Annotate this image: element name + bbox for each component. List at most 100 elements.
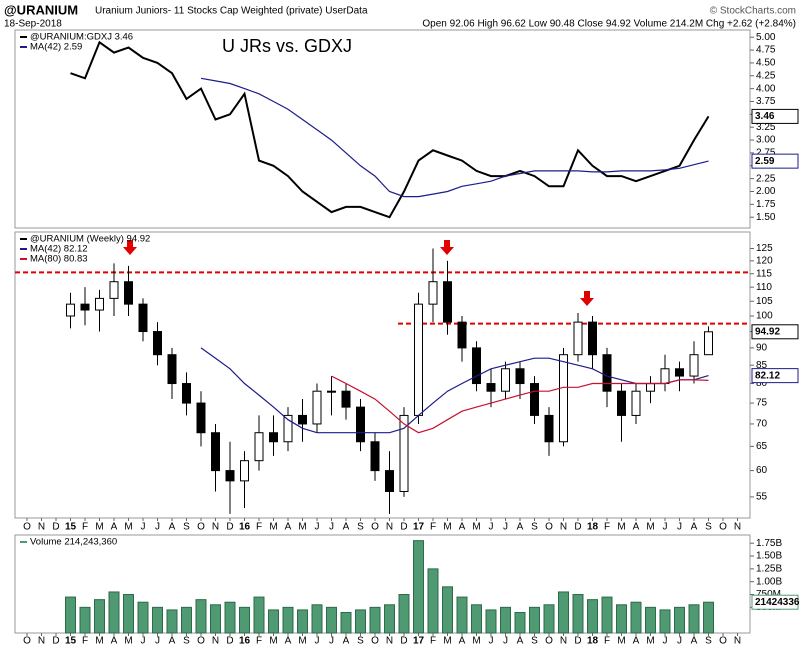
volume-bar (572, 594, 584, 634)
candle-body (414, 303, 423, 416)
x-tick-label: J (677, 522, 682, 533)
x-tick-label: J (315, 522, 320, 533)
candle-body (356, 406, 365, 443)
last-value-box (751, 324, 799, 340)
x-tick-label: N (560, 522, 567, 533)
x-tick-label: N (212, 522, 219, 533)
x-tick-label: M (124, 636, 132, 647)
last-value-box (751, 108, 799, 124)
panel-frame (14, 534, 751, 634)
x-tick-label: J (663, 522, 668, 533)
x-tick-label: J (329, 522, 334, 533)
candle-body (182, 383, 191, 404)
volume-bar (427, 568, 439, 634)
volume-bar (224, 601, 236, 634)
x-tick-label: A (459, 522, 466, 533)
x-tick-label: O (371, 636, 379, 647)
x-tick-label: A (111, 636, 118, 647)
legend-label: Volume 214,243,360 (30, 537, 117, 548)
volume-bar (94, 599, 105, 634)
last-value-label: 3.46 (755, 111, 775, 122)
x-tick-label: N (38, 636, 45, 647)
y-tick-label: 4.50 (756, 58, 776, 69)
x-tick-label: N (386, 636, 393, 647)
y-tick-label: 125 (756, 243, 773, 254)
x-tick-label: A (343, 522, 350, 533)
candle-body (254, 432, 264, 462)
volume-bar (485, 609, 497, 634)
x-tick-label: A (691, 636, 698, 647)
x-tick-label: 17 (413, 636, 425, 647)
x-tick-label: A (285, 522, 292, 533)
x-tick-label: O (197, 636, 205, 647)
x-tick-label: J (503, 636, 508, 647)
x-tick-label: 15 (65, 636, 77, 647)
x-tick-label: F (256, 522, 262, 533)
volume-bar (601, 596, 613, 634)
candle-body (704, 331, 713, 356)
series-line (200, 347, 709, 434)
quote: Open 92.06 High 96.62 Low 90.48 Close 94… (422, 19, 796, 30)
series-line (331, 375, 709, 434)
y-tick-label: 75 (756, 398, 768, 409)
x-tick-label: O (23, 522, 31, 533)
legend-label: MA(80) 80.83 (30, 254, 88, 265)
x-tick-label: S (183, 636, 190, 647)
candle-body (80, 303, 90, 311)
date: 18-Sep-2018 (4, 19, 62, 30)
candle-body (530, 383, 539, 416)
x-tick-label: J (315, 636, 320, 647)
last-value-box (751, 594, 799, 610)
x-tick-label: O (197, 522, 205, 533)
last-value-label: 82.12 (755, 370, 780, 381)
x-tick-label: 15 (65, 522, 77, 533)
x-tick-label: M (269, 636, 277, 647)
y-tick-label: 2.25 (756, 173, 776, 184)
volume-bar (529, 606, 540, 634)
candle-body (138, 303, 148, 333)
volume-bar (384, 604, 395, 634)
x-tick-label: J (489, 636, 494, 647)
x-tick-label: N (734, 636, 741, 647)
x-tick-label: N (560, 636, 567, 647)
last-value-box (751, 368, 799, 384)
x-tick-label: N (38, 522, 45, 533)
volume-bar (398, 594, 410, 634)
candle-body (631, 390, 641, 416)
candle-body (283, 414, 293, 443)
volume-bar (79, 606, 91, 634)
y-tick-label: 4.00 (756, 83, 776, 94)
candle-body (124, 281, 133, 305)
x-tick-label: J (155, 636, 160, 647)
candle-body (240, 460, 249, 482)
candle-body (196, 402, 206, 434)
y-tick-label: 1.25B (756, 564, 782, 575)
x-tick-label: S (705, 522, 712, 533)
x-tick-label: 16 (239, 522, 251, 533)
candle-body (660, 368, 670, 385)
x-tick-label: S (357, 636, 364, 647)
volume-bar (500, 606, 511, 634)
last-value-label: 94.92 (755, 326, 780, 337)
volume-bar (108, 591, 120, 634)
x-tick-label: M (472, 636, 480, 647)
legend-label: MA(42) 2.59 (30, 42, 82, 53)
y-tick-label: 1.00B (756, 576, 782, 587)
last-value-box (751, 153, 799, 169)
candle-body (95, 297, 104, 311)
candle-body (370, 441, 380, 472)
candle-body (167, 354, 177, 385)
x-tick-label: S (705, 636, 712, 647)
y-tick-label: 55 (756, 492, 768, 503)
series-line (200, 77, 709, 198)
x-tick-label: J (677, 636, 682, 647)
x-tick-label: F (604, 522, 610, 533)
y-tick-label: 1.75B (756, 538, 782, 549)
volume-bar (282, 606, 294, 634)
volume-bar (703, 601, 714, 634)
x-tick-label: M (443, 636, 451, 647)
x-tick-label: A (691, 522, 698, 533)
x-tick-label: N (386, 522, 393, 533)
volume-bar (471, 604, 482, 634)
